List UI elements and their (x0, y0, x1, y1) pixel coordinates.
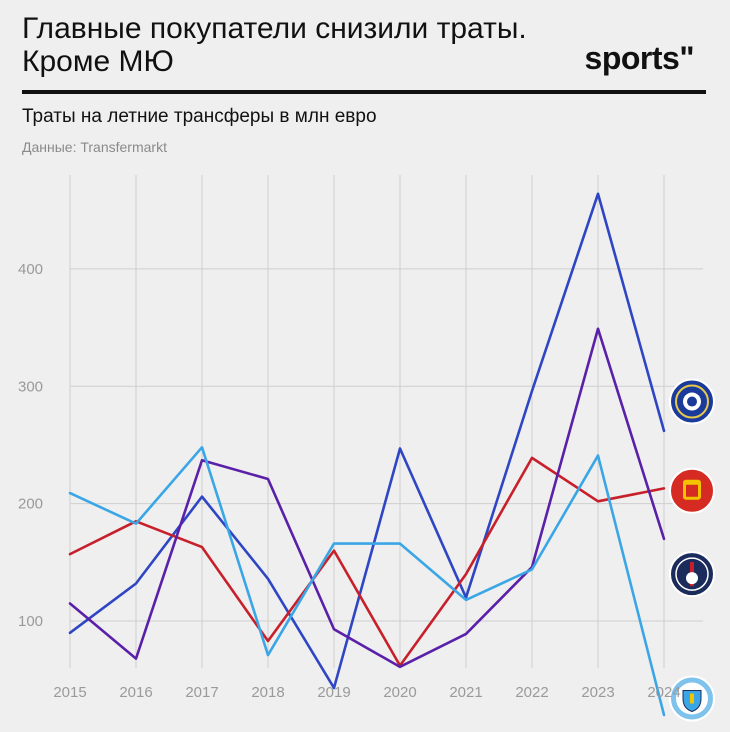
y-tick-label: 400 (18, 261, 43, 278)
y-tick-label: 100 (18, 613, 43, 630)
y-tick-label: 200 (18, 496, 43, 513)
x-tick-label: 2015 (53, 684, 86, 701)
x-tick-label: 2021 (449, 684, 482, 701)
sports-logo: sports" (584, 40, 695, 76)
psg-crest-icon (669, 551, 715, 598)
x-tick-label: 2019 (317, 684, 350, 701)
series-line-chelsea (68, 192, 666, 690)
x-tick-label: 2024 (647, 684, 680, 701)
club-crests (669, 378, 715, 722)
x-tick-label: 2022 (515, 684, 548, 701)
x-tick-label: 2016 (119, 684, 152, 701)
x-tick-label: 2023 (581, 684, 614, 701)
header-divider (22, 90, 706, 94)
series-line-psg (68, 327, 666, 669)
x-tick-label: 2020 (383, 684, 416, 701)
data-source: Данные: Transfermarkt (22, 139, 167, 155)
grid (69, 175, 703, 668)
x-tick-label: 2017 (185, 684, 218, 701)
series-line-manchester-united (68, 456, 666, 667)
man-city-crest-icon (669, 675, 715, 722)
chelsea-crest-icon (669, 378, 715, 425)
x-tick-label: 2018 (251, 684, 284, 701)
series-lines (68, 192, 666, 717)
tick-labels: 2015 2016 2017 2018 2019 2020 2021 2022 2023 2024… (18, 261, 681, 701)
man-utd-crest-icon (669, 467, 715, 514)
headline: Главные покупатели снизили траты. Кроме … (22, 12, 527, 78)
series-line-manchester-city (68, 446, 666, 717)
chart-subtitle: Траты на летние трансферы в млн евро (22, 106, 377, 127)
y-tick-label: 300 (18, 378, 43, 395)
